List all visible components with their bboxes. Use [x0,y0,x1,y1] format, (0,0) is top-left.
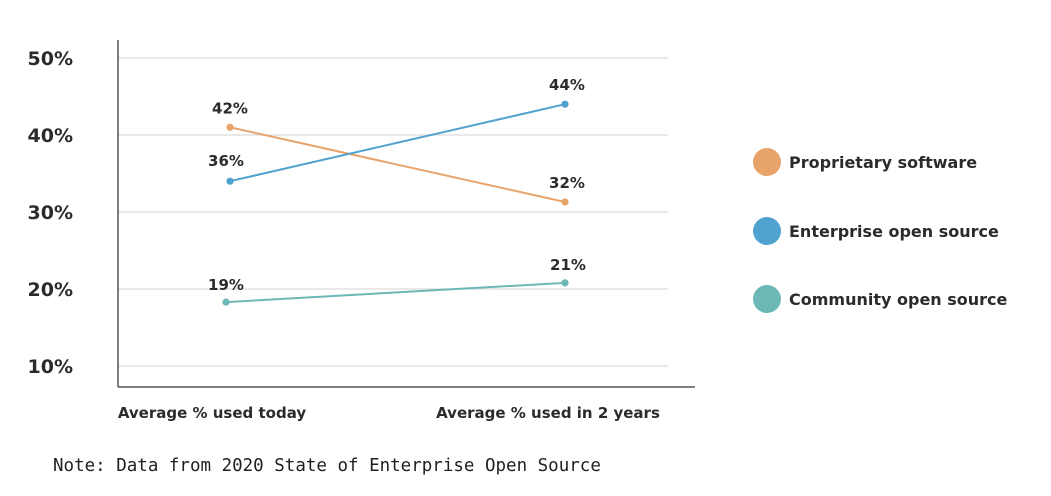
x-category-label: Average % used in 2 years [436,404,660,422]
y-tick-label: 50% [28,48,73,70]
line-chart: 10% 20% 30% 40% 50% Average % used today Avera… [28,40,1008,422]
legend-label: Community open source [789,290,1008,309]
series-line [225,281,566,304]
data-point [226,177,234,185]
legend-label: Enterprise open source [789,222,999,241]
data-label: 36% [208,152,244,170]
y-tick-label: 30% [28,202,73,224]
data-label: 21% [550,256,586,274]
legend-marker [753,285,781,313]
series-line [229,103,566,183]
y-tick-label: 10% [28,356,73,378]
x-category-label: Average % used today [118,404,307,422]
legend-marker [753,217,781,245]
data-point [561,100,569,108]
data-label: 19% [208,276,244,294]
data-point [561,198,569,206]
data-point [226,123,234,131]
source-note: Note: Data from 2020 State of Enterprise… [53,456,601,476]
series-line [229,126,566,203]
y-tick-label: 20% [28,279,73,301]
data-label: 42% [212,99,248,117]
data-label: 44% [549,76,585,94]
data-point [561,279,569,287]
y-tick-label: 40% [28,125,73,147]
data-label: 32% [549,174,585,192]
legend-marker [753,148,781,176]
data-point [222,298,230,306]
legend-label: Proprietary software [789,153,977,172]
